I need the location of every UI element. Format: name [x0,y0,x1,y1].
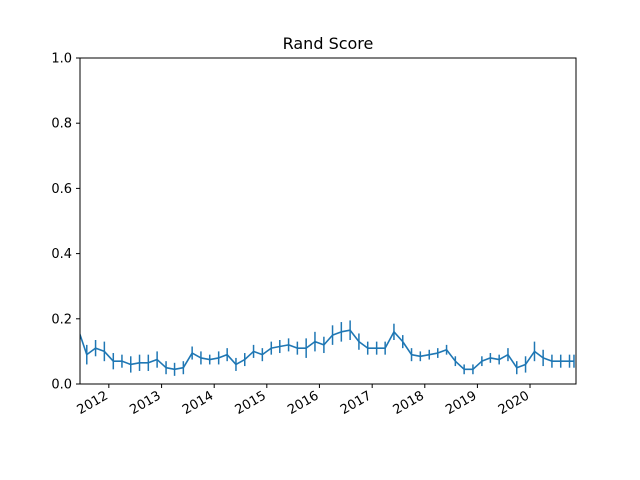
y-axis: 0.0 0.2 0.4 0.6 0.8 1.0 [51,52,80,393]
chart-title: Rand Score [283,34,374,53]
y-tick-label: 0.8 [51,117,72,132]
y-tick-label: 0.2 [51,312,72,327]
y-tick-label: 0.0 [51,378,72,393]
series-group [80,320,575,376]
axes-frame [79,57,577,385]
plot-area [80,320,575,376]
y-tick-label: 0.6 [51,182,72,197]
series-line [80,329,574,371]
y-tick-label: 1.0 [51,52,72,67]
y-tick-label: 0.4 [51,247,72,262]
